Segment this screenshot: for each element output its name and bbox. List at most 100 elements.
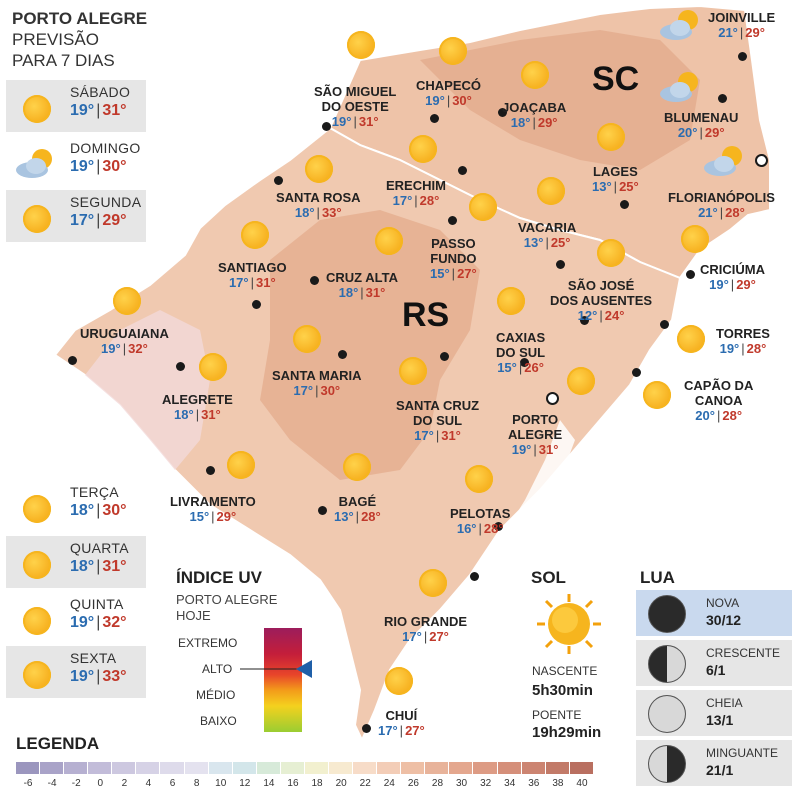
city-marker (494, 522, 503, 531)
city-marker (470, 572, 479, 581)
state-label-rs: RS (402, 296, 450, 334)
moon-phase-nova: NOVA 30/12 (636, 590, 792, 636)
temp-max: 25° (619, 179, 639, 194)
temp-max: 28° (361, 509, 381, 524)
legend-swatch (473, 762, 498, 774)
sun-icon (466, 190, 500, 224)
day-temps: 17° | 29° (70, 212, 127, 229)
sun-icon (20, 92, 54, 126)
city-name: TORRES (716, 326, 770, 341)
legend-tick-label: 20 (335, 778, 347, 789)
cloud-sun-icon (660, 72, 698, 102)
city-florianopolis: FLORIANÓPOLIS 21° | 28° (668, 190, 775, 220)
sun-icon (678, 222, 712, 256)
legend-swatch (256, 762, 281, 774)
lagoa-dos-patos (480, 420, 575, 590)
sun-icon (416, 566, 450, 600)
day-label: SEGUNDA (70, 194, 142, 210)
temp-min: 15° (430, 266, 450, 281)
temp-max: 30° (102, 502, 127, 519)
full-moon-icon (648, 695, 686, 733)
sun-icon (594, 120, 628, 154)
temp-max: 29° (745, 25, 765, 40)
day-temps: 19° | 30° (70, 158, 127, 175)
temp-min: 17° (402, 629, 422, 644)
temp-max: 31° (365, 285, 386, 300)
temp-min: 18° (294, 205, 315, 220)
city-uruguaiana: URUGUAIANA 19° | 32° (80, 326, 169, 356)
temp-min: 18° (174, 407, 194, 422)
day-label: TERÇA (70, 484, 119, 500)
city-sao-miguel-do-oeste: SÃO MIGUEL DO OESTE 19° | 31° (314, 84, 397, 129)
city-name: PELOTAS (450, 506, 511, 521)
city-name: CRICIÚMA (700, 262, 765, 277)
forecast-day-terca: TERÇA 18° | 30° (6, 480, 146, 532)
sun-icon (518, 58, 552, 92)
city-name: BLUMENAU (664, 110, 739, 125)
temp-min: 17° (392, 193, 413, 208)
city-name: BAGÉ (338, 494, 377, 509)
day-label: QUARTA (70, 540, 129, 556)
temp-min: 19° (425, 93, 445, 108)
temp-max: 24° (604, 308, 625, 323)
sun-icon (406, 132, 440, 166)
day-label: QUINTA (70, 596, 124, 612)
moon-phase-name: CRESCENTE (706, 646, 781, 660)
city-name: LIVRAMENTO (170, 494, 256, 509)
temp-min: 17° (378, 723, 398, 738)
legend-tick-label: 34 (504, 778, 516, 789)
last-quarter-moon-icon (648, 745, 686, 783)
temp-min: 13° (334, 509, 354, 524)
temp-max: 27° (429, 629, 449, 644)
legend-tick-label: 30 (455, 778, 468, 789)
temp-max: 32° (102, 614, 127, 631)
legend-swatch (232, 762, 257, 774)
forecast-day-sexta: SEXTA 19° | 33° (6, 646, 146, 698)
day-temps: 19° | 32° (70, 614, 127, 631)
city-marker (556, 260, 565, 269)
legend-swatch (208, 762, 233, 774)
city-marker (632, 368, 641, 377)
temp-min: 19° (101, 341, 121, 356)
city-marker (580, 316, 589, 325)
legend-tick-label: 32 (480, 778, 492, 789)
sc-warm-zone (420, 30, 700, 170)
sun-icon (537, 594, 601, 654)
city-livramento: LIVRAMENTO 15° | 29° (170, 494, 256, 524)
city-marker (458, 166, 467, 175)
legend-tick-label: 12 (239, 778, 251, 789)
legend-tick-label: 4 (145, 778, 152, 789)
temp-max: 26° (524, 360, 544, 375)
city-marker (68, 356, 77, 365)
sun-icon (382, 664, 416, 698)
city-name: LAGES (592, 164, 638, 179)
legend-swatch (497, 762, 522, 774)
uv-subtitle: PORTO ALEGRE HOJE (176, 592, 277, 624)
uv-level-alto: ALTO (202, 662, 233, 676)
moon-phase-date: 13/1 (706, 712, 734, 728)
city-name: VACARIA (518, 220, 577, 235)
legend-swatch (88, 762, 113, 774)
city-name: FLORIANÓPOLIS (668, 190, 775, 205)
legend-tick-label: -2 (71, 778, 81, 789)
sun-icon (372, 224, 406, 258)
uv-level-baixo: BAIXO (200, 714, 237, 728)
city-marker (430, 114, 439, 123)
moon-phase-date: 21/1 (706, 762, 734, 778)
city-erechim: ERECHIM 17° | 28° (386, 178, 446, 208)
city-name: ERECHIM (386, 178, 446, 193)
city-name-line1: SÃO MIGUEL (314, 84, 397, 99)
sun-icon (196, 350, 230, 384)
legend-tick-label: 14 (263, 778, 275, 789)
temp-min: 19° (70, 614, 95, 631)
sun-icon (302, 152, 336, 186)
legend-tick-label: -4 (47, 778, 57, 789)
city-marker (274, 176, 283, 185)
sun-title: SOL (531, 568, 566, 587)
city-caxias-do-sul: CAXIAS DO SUL 15° | 26° (496, 330, 546, 375)
temp-max: 28° (419, 193, 440, 208)
city-blumenau: BLUMENAU 20° | 29° (664, 110, 739, 140)
temp-min: 18° (510, 115, 531, 130)
sun-icon (20, 548, 54, 582)
title-city: PORTO ALEGRE (12, 9, 148, 28)
